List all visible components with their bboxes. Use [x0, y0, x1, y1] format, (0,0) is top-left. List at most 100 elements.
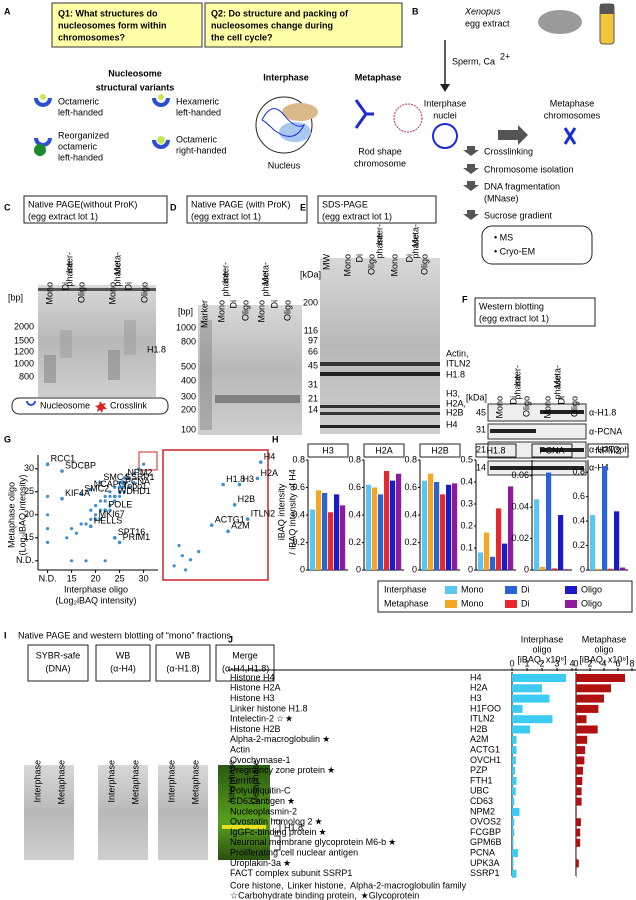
panel-letter: A — [4, 6, 11, 16]
bar — [576, 756, 584, 764]
bar — [576, 839, 580, 847]
y-tick-label: 0.2 — [460, 520, 473, 530]
label: (egg extract lot 1) — [191, 211, 261, 221]
bar — [512, 767, 515, 775]
bar — [440, 494, 445, 570]
marker-label: 1500 — [14, 335, 34, 345]
bar — [512, 705, 523, 713]
bar — [384, 471, 389, 570]
bar — [512, 859, 514, 867]
y-tick-label: 0.06 — [511, 470, 529, 480]
point — [142, 463, 145, 466]
lane-label: Di — [228, 300, 238, 309]
label: nuclei — [433, 110, 457, 120]
lane-label: Interphase — [106, 760, 116, 803]
gene-name: A2M — [470, 734, 489, 744]
bar — [576, 736, 587, 744]
question: Q1: What structures do — [58, 8, 158, 18]
point — [94, 504, 97, 507]
marker-label: 21 — [476, 444, 486, 454]
question: nucleosomes change during — [211, 20, 333, 30]
point — [210, 523, 214, 527]
bar — [372, 488, 377, 571]
point — [46, 495, 49, 498]
lane-label: Di — [354, 254, 364, 263]
gene-name: NPM2 — [470, 806, 495, 816]
bar — [534, 499, 539, 570]
bar — [512, 787, 516, 795]
bar — [512, 839, 514, 847]
protein-name: Histone H2A — [230, 683, 281, 693]
lane-label: Mono — [542, 396, 552, 419]
y-tick-label: 0.1 — [460, 542, 473, 552]
point — [46, 513, 49, 516]
y-tick-label: 0 — [580, 564, 585, 574]
group-label: phase — [552, 375, 562, 400]
label: SDS-PAGE — [322, 199, 368, 209]
point — [46, 541, 49, 544]
heading: Metaphase — [355, 72, 402, 82]
protein-name: Nucleoplasmin-2 — [230, 806, 297, 816]
x-tick-label: 20 — [91, 573, 101, 583]
bar — [512, 777, 517, 785]
gene-name: OVCH1 — [470, 755, 501, 765]
lane-label: Mono — [494, 396, 504, 419]
y-tick-label: 0.4 — [572, 515, 585, 525]
bar — [508, 486, 513, 570]
point — [108, 495, 111, 498]
protein-name: Pregnancy zone protein — [230, 765, 325, 775]
protein-name: Ovochymase-1 — [230, 755, 291, 765]
gene-name: H2B — [470, 724, 488, 734]
label: (Log₂iBAQ intensity) — [55, 595, 136, 605]
bar — [422, 481, 427, 570]
label: Native PAGE(without ProK) — [28, 199, 137, 209]
bar — [478, 552, 483, 570]
chart-title: H2A — [375, 445, 393, 455]
protein-name: CD63 antigen — [230, 796, 285, 806]
workflow-shapes — [433, 4, 614, 264]
panel-letter: F — [462, 294, 468, 304]
variant-label: left-handed — [58, 107, 103, 117]
point-label: H3 — [243, 474, 255, 484]
lane-label: Interphase — [32, 760, 42, 803]
bar — [366, 485, 371, 570]
panel-letter: C — [4, 202, 11, 212]
label: Metaphase — [384, 598, 429, 608]
protein-name: Histone H4 — [230, 672, 275, 682]
panel-letter: B — [412, 6, 419, 16]
point-label: KIF4A — [65, 488, 90, 498]
y-tick-label: 0.6 — [572, 491, 585, 501]
group-label: phase — [260, 272, 270, 297]
point-label: H4 — [264, 452, 276, 462]
protein-name: Alpha-2-macroglobulin — [230, 734, 320, 744]
marker-label: 800 — [181, 336, 196, 346]
point — [104, 495, 107, 498]
bar — [512, 715, 553, 723]
point — [99, 499, 102, 502]
marker-label: 31 — [476, 424, 486, 434]
point-label: WDHD1 — [118, 486, 151, 496]
lane-label: Metaphase — [56, 760, 66, 805]
gene-name: H1FOO — [470, 703, 501, 713]
mark-symbol: ★ — [285, 714, 293, 724]
y-tick-label: 0.4 — [292, 509, 305, 519]
antibody-label: α-PCNA — [589, 426, 622, 436]
label: iBAQ intensity — [276, 483, 286, 540]
label: Metaphase oligo — [6, 482, 16, 548]
label: Native PAGE and western blotting of “mon… — [18, 630, 231, 640]
bar — [428, 474, 433, 570]
protein-name: IgGFc-binding protein — [230, 827, 317, 837]
label: Alpha-2-macroglobulin family — [350, 880, 467, 890]
y-tick-label: 0.2 — [348, 537, 361, 547]
bar — [328, 512, 333, 570]
band-label: Actin, — [446, 348, 469, 358]
panel-letter: E — [300, 202, 306, 212]
question: chromosomes? — [58, 32, 125, 42]
point — [104, 559, 107, 562]
label: (egg extract lot 1) — [479, 313, 549, 323]
lane-label: Marker — [199, 300, 209, 328]
marker-label: 300 — [181, 391, 196, 401]
bar — [484, 533, 489, 570]
label: ☆Carbohydrate binding protein, — [230, 890, 357, 900]
